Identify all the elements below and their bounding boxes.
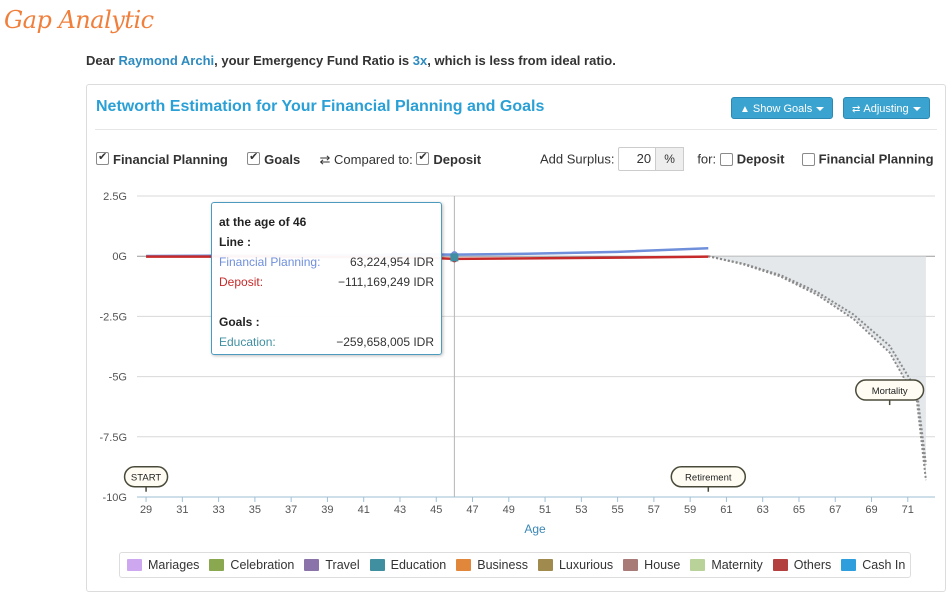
flag-label: START <box>131 473 161 484</box>
show-goals-button[interactable]: ▲ Show Goals <box>731 97 834 119</box>
tooltip-line-label: Line : <box>219 235 251 249</box>
legend-label: Travel <box>325 558 360 572</box>
x-tick-label: 63 <box>757 504 769 516</box>
legend-label: Luxurious <box>558 558 614 572</box>
financial-planning-checkbox[interactable] <box>96 150 109 165</box>
legend-swatch <box>841 559 857 571</box>
x-tick-label: 43 <box>394 504 406 516</box>
flag-marker-start: START <box>123 465 169 492</box>
x-tick-label: 37 <box>285 504 297 516</box>
chevron-down-icon <box>816 107 825 112</box>
emergency-fund-ratio: 3x <box>412 53 428 68</box>
compare-icon: ⇄ <box>319 152 331 167</box>
legend-swatch <box>772 559 788 571</box>
legend-label: Education <box>390 558 447 572</box>
goal-gap-area <box>708 256 926 481</box>
x-tick-label: 57 <box>648 504 660 516</box>
legend-label: Maternity <box>711 558 763 572</box>
legend-item-celebration[interactable]: Celebration <box>209 553 294 577</box>
tooltip-goals-label: Goals : <box>219 315 260 329</box>
x-tick-label: 55 <box>611 504 623 516</box>
legend-item-luxurious[interactable]: Luxurious <box>537 553 614 577</box>
options-row: Financial Planning Goals ⇄ Compared to: … <box>96 150 481 168</box>
legend-label: Mariages <box>148 558 200 572</box>
legend-item-mariages[interactable]: Mariages <box>127 553 199 577</box>
y-tick-label: 2.5G <box>103 191 127 203</box>
legend-label: Celebration <box>230 558 295 572</box>
x-tick-label: 61 <box>720 504 732 516</box>
age-tooltip: at the age of 46 Line : Financial Planni… <box>211 202 442 355</box>
legend-label: Others <box>793 558 832 572</box>
x-tick-label: 31 <box>176 504 188 516</box>
x-tick-label: 67 <box>829 504 841 516</box>
y-tick-label: -7.5G <box>99 432 127 444</box>
x-tick-label: 29 <box>140 504 152 516</box>
y-tick-label: -5G <box>109 372 127 384</box>
y-tick-label: 0G <box>112 251 127 263</box>
tooltip-education-row: Education: −259,658,005 IDR <box>219 335 434 349</box>
road-icon: ▲ <box>740 104 750 115</box>
legend-swatch <box>623 559 639 571</box>
x-tick-label: 65 <box>793 504 805 516</box>
tooltip-header: at the age of 46 <box>219 215 307 229</box>
surplus-financial-planning-checkbox[interactable] <box>801 152 815 166</box>
legend-item-others[interactable]: Others <box>772 553 832 577</box>
x-tick-label: 53 <box>575 504 587 516</box>
x-tick-label: 41 <box>358 504 370 516</box>
tooltip-deposit-row: Deposit: −111,169,249 IDR <box>219 275 434 289</box>
legend-item-education[interactable]: Education <box>369 553 447 577</box>
flag-marker-retirement: Retirement <box>670 465 747 492</box>
app-logo: Gap Analytic <box>4 6 154 34</box>
surplus-row: Add Surplus: 20% for: Deposit Financial … <box>540 147 934 171</box>
header-divider <box>95 129 937 130</box>
legend-label: Business <box>477 558 528 572</box>
x-tick-label: 51 <box>539 504 551 516</box>
y-tick-label: -2.5G <box>99 311 127 323</box>
x-tick-label: 59 <box>684 504 696 516</box>
legend-item-business[interactable]: Business <box>456 553 528 577</box>
y-tick-label: -10G <box>103 492 127 504</box>
x-tick-label: 69 <box>865 504 877 516</box>
legend-swatch <box>690 559 706 571</box>
x-tick-label: 33 <box>212 504 224 516</box>
education-goal-point <box>450 253 459 262</box>
deposit-compare-checkbox[interactable] <box>416 150 430 165</box>
x-tick-label: 49 <box>503 504 515 516</box>
adjusting-button[interactable]: ⇄ Adjusting <box>843 97 930 119</box>
x-tick-label: 39 <box>321 504 333 516</box>
x-axis-label: Age <box>524 522 546 536</box>
surplus-unit: % <box>656 147 685 171</box>
flag-label: Mortality <box>872 386 908 397</box>
legend-item-maternity[interactable]: Maternity <box>690 553 763 577</box>
x-tick-label: 35 <box>249 504 261 516</box>
flag-label: Retirement <box>685 473 732 484</box>
legend-swatch <box>456 559 472 571</box>
legend-item-cash-in[interactable]: Cash In <box>841 553 905 577</box>
flag-marker-mortality: Mortality <box>855 379 925 406</box>
legend-label: Cash In <box>862 558 906 572</box>
panel-title: Networth Estimation for Your Financial P… <box>96 98 545 115</box>
legend-swatch <box>127 559 142 571</box>
legend-item-travel[interactable]: Travel <box>304 553 360 577</box>
legend-swatch <box>209 559 225 571</box>
goals-checkbox[interactable] <box>247 150 261 165</box>
intro-text: Dear Raymond Archi, your Emergency Fund … <box>86 53 616 68</box>
legend-label: House <box>644 558 681 572</box>
legend-swatch <box>304 559 320 571</box>
goal-boundary-line <box>708 255 927 481</box>
retweet-icon: ⇄ <box>852 104 861 115</box>
x-tick-label: 47 <box>466 504 478 516</box>
user-name: Raymond Archi <box>118 53 215 68</box>
legend-swatch <box>537 559 553 571</box>
tooltip-financial-planning-row: Financial Planning: 63,224,954 IDR <box>219 255 434 269</box>
surplus-input[interactable]: 20 <box>618 147 657 171</box>
surplus-deposit-checkbox[interactable] <box>719 152 733 166</box>
x-tick-label: 45 <box>430 504 442 516</box>
x-tick-label: 71 <box>902 504 914 516</box>
chart-legend: Mariages Celebration Travel Education Busine… <box>119 552 911 578</box>
chevron-down-icon <box>912 107 921 112</box>
legend-item-house[interactable]: House <box>623 553 680 577</box>
legend-swatch <box>369 559 385 571</box>
